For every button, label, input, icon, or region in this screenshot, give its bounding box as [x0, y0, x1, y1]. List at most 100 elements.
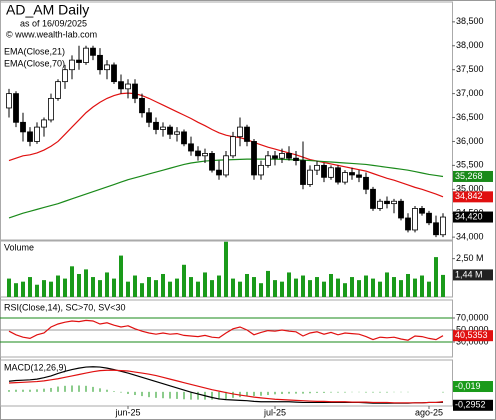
value-label: -0,019 [455, 381, 481, 391]
y-tick-label: 70,0000 [456, 312, 489, 322]
bar [217, 275, 221, 297]
histogram-bar [386, 391, 388, 393]
histogram-bar [92, 386, 94, 392]
histogram-bar [183, 391, 185, 400]
histogram-bar [365, 391, 367, 393]
candle-body [314, 164, 320, 171]
candle-body [426, 212, 432, 224]
bar [133, 275, 137, 297]
y-tick-label: 35,000 [456, 184, 484, 194]
bar [350, 277, 354, 297]
candle-body [195, 150, 201, 157]
bar [301, 275, 305, 297]
candle-body [153, 121, 159, 130]
pane [0, 1, 453, 241]
candle-body [6, 93, 12, 109]
bar [175, 278, 179, 297]
bar [84, 269, 88, 297]
bar [371, 278, 375, 297]
x-tick-label: ago-25 [415, 407, 443, 417]
histogram-bar [134, 391, 136, 396]
bar [280, 281, 284, 297]
candle-body [412, 208, 418, 231]
histogram-bar [442, 391, 444, 393]
histogram-bar [57, 386, 59, 392]
histogram-bar [379, 391, 381, 393]
candle-body [104, 64, 110, 71]
bar [126, 281, 130, 297]
bar [413, 278, 417, 297]
histogram-bar [113, 391, 115, 392]
candle-body [34, 126, 40, 142]
candle-body [69, 59, 75, 71]
bar [63, 278, 67, 297]
candle-body [132, 83, 138, 99]
histogram-bar [120, 391, 122, 393]
histogram-bar [295, 391, 297, 394]
bar [28, 277, 32, 297]
candle-body [398, 200, 404, 219]
candle-body [272, 155, 278, 159]
candle-body [181, 131, 187, 145]
candle-body [97, 54, 103, 71]
bar [343, 283, 347, 297]
pane-title: MACD(12,26,9) [4, 362, 67, 372]
bar [35, 284, 39, 297]
histogram-bar [274, 391, 276, 395]
bar [273, 280, 277, 297]
candle-body [433, 222, 439, 236]
value-box [453, 399, 493, 411]
candle-body [41, 119, 47, 128]
histogram-bar [225, 391, 227, 399]
candle-body [440, 216, 446, 236]
value-label: 34,420 [455, 211, 483, 221]
y-tick-label: 37,000 [456, 88, 484, 98]
bar [364, 275, 368, 297]
candle-body [209, 153, 215, 171]
y-tick-label: 36,000 [456, 136, 484, 146]
bar [182, 264, 186, 297]
bar [287, 272, 291, 297]
candle-body [174, 131, 180, 135]
histogram-bar [148, 391, 150, 398]
bar [14, 283, 18, 297]
candle-body [62, 69, 68, 83]
candle-body [391, 200, 397, 205]
value-label: 35,268 [455, 171, 483, 181]
histogram-bar [8, 390, 10, 392]
candle-body [370, 188, 376, 209]
value-box [453, 330, 493, 342]
histogram-bar [162, 391, 164, 399]
candle-body [27, 131, 33, 142]
bar [427, 281, 431, 297]
candle-body [118, 81, 124, 90]
candle-body [223, 155, 229, 176]
histogram-bar [141, 391, 143, 397]
bar [385, 272, 389, 297]
bar [42, 280, 46, 297]
histogram-bar [85, 385, 87, 392]
y-tick-label: 35,500 [456, 160, 484, 170]
x-tick-label: jul-25 [263, 407, 286, 417]
bar [357, 280, 361, 297]
candle-body [405, 217, 411, 231]
bar [378, 281, 382, 297]
value-box [453, 170, 493, 182]
bar [252, 277, 256, 297]
value-label: 1,44 M [455, 269, 483, 279]
candle-body [377, 200, 383, 209]
legend-entry: EMA(Close,70) [4, 58, 65, 68]
candle-body [244, 126, 250, 142]
candle-body [90, 47, 96, 56]
histogram-bar [36, 389, 38, 392]
histogram-bar [190, 391, 192, 400]
bar [98, 280, 102, 297]
bar [203, 272, 207, 297]
histogram-bar [337, 391, 339, 393]
y-tick-label: 37,500 [456, 64, 484, 74]
candle-body [55, 81, 61, 99]
bar [315, 277, 319, 297]
x-tick-label: jun-25 [114, 407, 140, 417]
candle-body [20, 121, 26, 133]
histogram-bar [43, 388, 45, 392]
